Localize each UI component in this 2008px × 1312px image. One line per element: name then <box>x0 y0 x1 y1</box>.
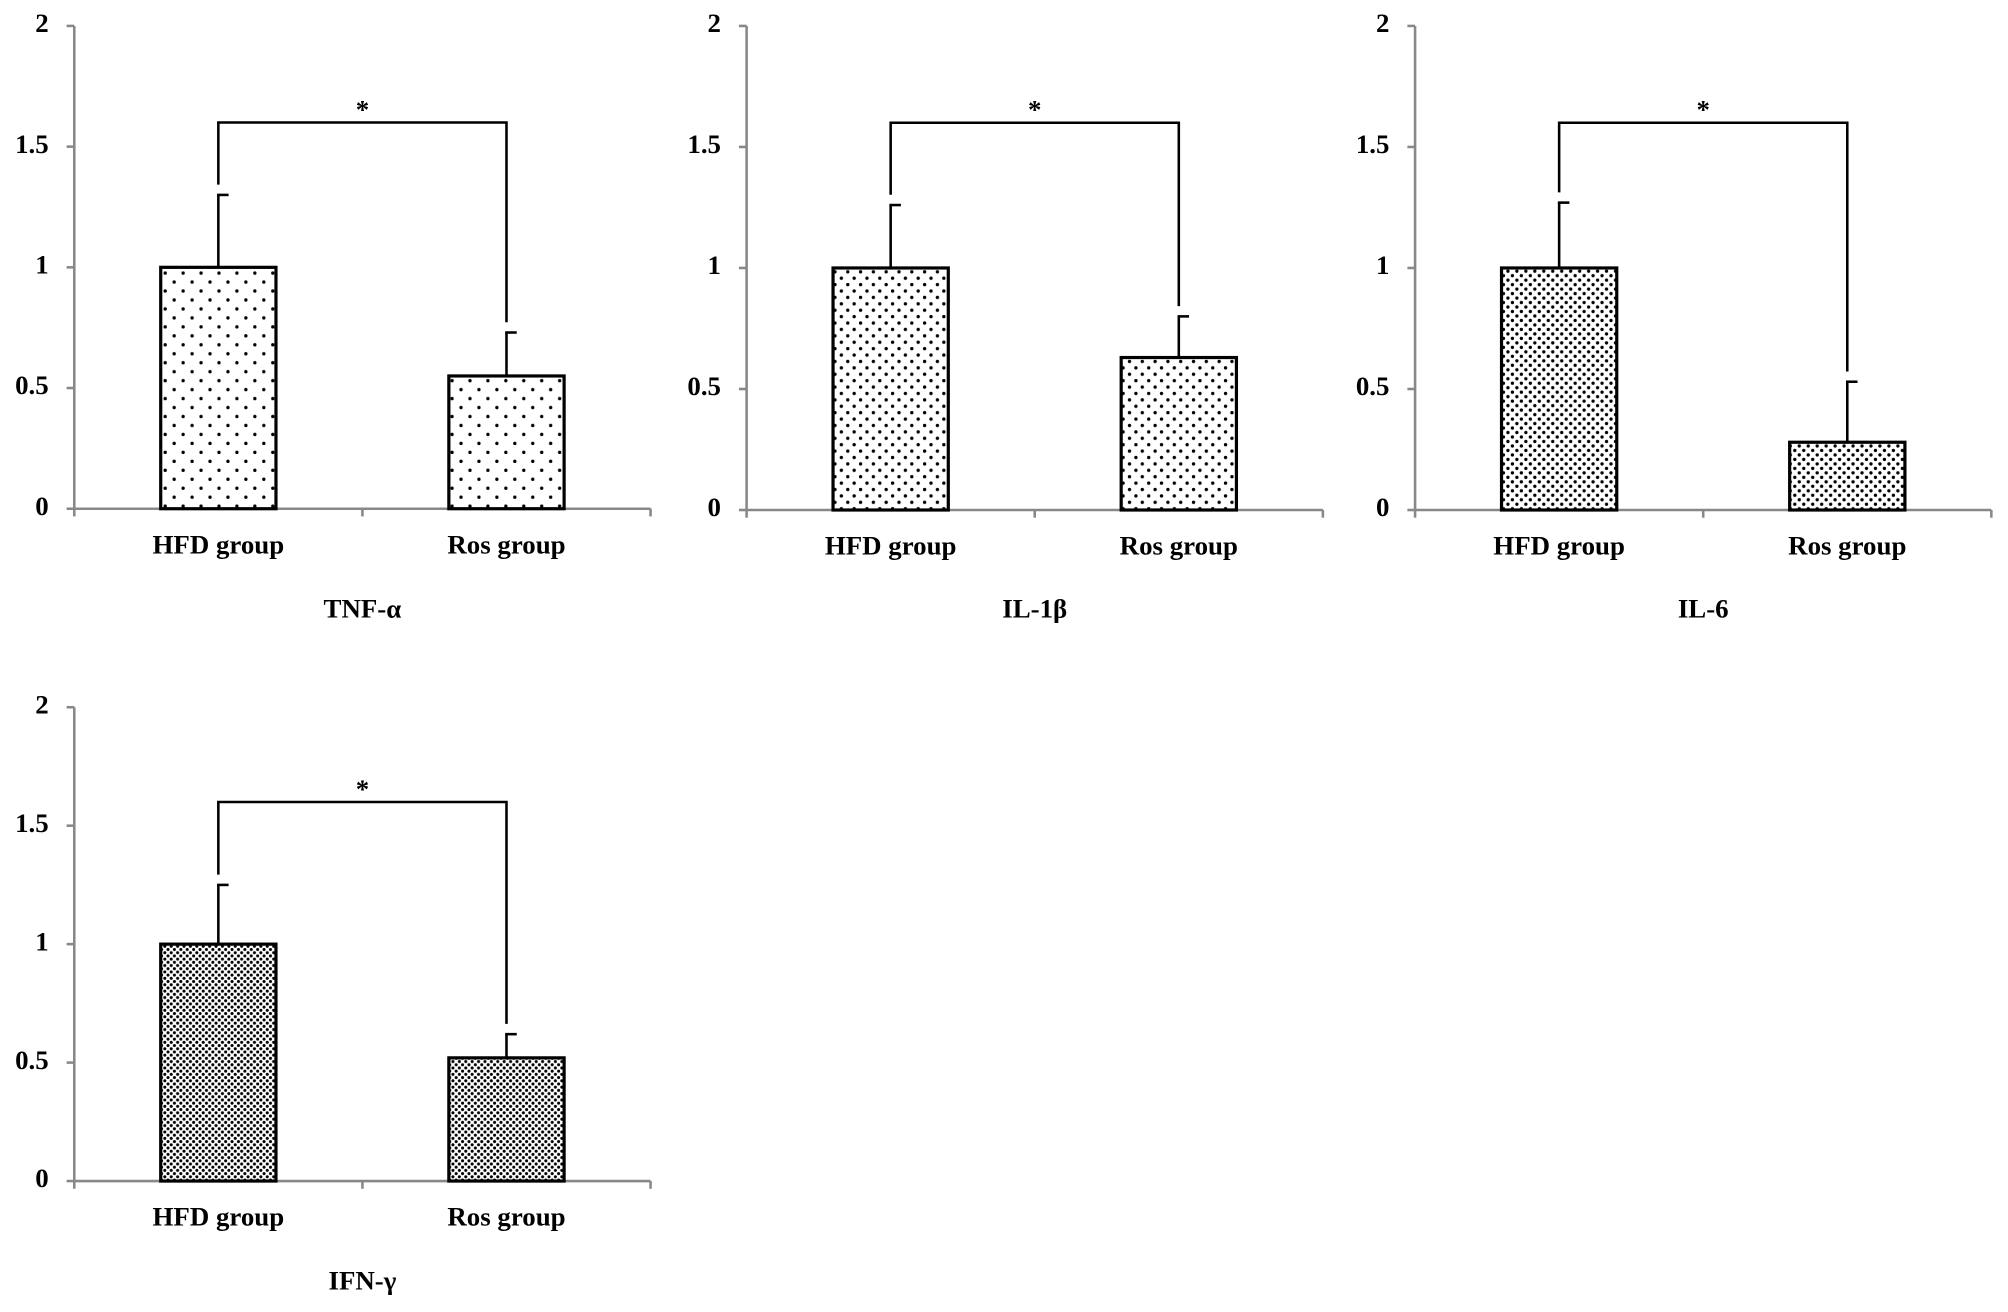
y-tick-label: 2 <box>35 689 48 719</box>
y-tick-label: 0 <box>35 1163 48 1193</box>
significance-bracket <box>1557 121 1849 372</box>
significance-bracket <box>889 121 1181 307</box>
x-tick-label: HFD group <box>825 531 957 561</box>
y-tick-label: 0.5 <box>1356 371 1390 401</box>
significance-label: * <box>1028 95 1041 125</box>
x-tick-label: Ros group <box>447 1202 565 1232</box>
x-tick-label: HFD group <box>1493 531 1625 561</box>
significance-label: * <box>356 94 369 124</box>
y-tick-label: 2 <box>1376 8 1389 38</box>
y-tick-label: 0 <box>1376 492 1389 522</box>
y-tick-label: 1 <box>35 250 48 280</box>
bar <box>159 942 278 1183</box>
x-tick-label: Ros group <box>447 529 565 559</box>
y-tick-label: 1 <box>35 926 48 956</box>
chart-title: IFN-γ <box>329 1266 397 1296</box>
y-tick-label: 0 <box>708 492 721 522</box>
y-tick-label: 0.5 <box>15 1045 49 1075</box>
y-tick-label: 1.5 <box>15 129 49 159</box>
y-tick-label: 1 <box>1376 250 1389 280</box>
y-tick-label: 0 <box>35 491 48 521</box>
y-tick-label: 0.5 <box>15 370 49 400</box>
bar <box>1119 355 1239 512</box>
significance-label: * <box>1696 95 1709 125</box>
chart-title: IL-6 <box>1678 593 1729 623</box>
bar <box>447 374 566 511</box>
y-tick-label: 1.5 <box>15 808 49 838</box>
significance-label: * <box>356 774 369 804</box>
chart-title: IL-1β <box>1002 593 1067 623</box>
y-tick-label: 1 <box>708 250 721 280</box>
x-tick-label: Ros group <box>1788 531 1906 561</box>
y-tick-label: 2 <box>708 8 721 38</box>
y-tick-label: 1.5 <box>1356 129 1390 159</box>
y-tick-label: 0.5 <box>687 371 721 401</box>
y-tick-label: 2 <box>35 8 48 38</box>
x-tick-label: HFD group <box>153 529 285 559</box>
bar <box>831 266 950 512</box>
bar <box>1499 266 1619 512</box>
significance-bracket <box>217 121 508 323</box>
significance-bracket <box>217 800 508 1024</box>
bar <box>447 1056 566 1183</box>
x-tick-label: HFD group <box>153 1202 285 1232</box>
chart-title: TNF-α <box>324 593 402 623</box>
bar <box>1788 440 1907 512</box>
x-tick-label: Ros group <box>1120 531 1238 561</box>
bar <box>159 265 278 511</box>
y-tick-label: 1.5 <box>687 129 721 159</box>
